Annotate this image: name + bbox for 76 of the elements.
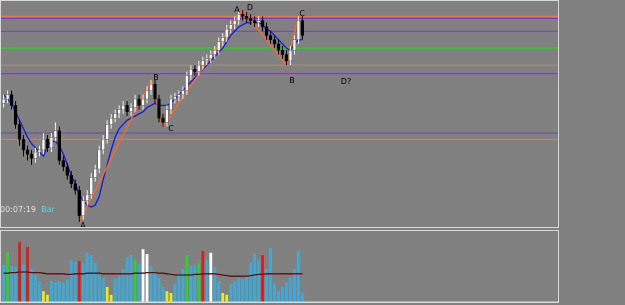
bar <box>261 255 264 302</box>
candlestick <box>118 104 121 119</box>
candlestick <box>217 37 220 56</box>
candlestick <box>6 90 10 104</box>
candlestick <box>133 94 137 112</box>
bar <box>50 281 53 302</box>
candlestick <box>126 100 129 116</box>
bar <box>18 242 21 302</box>
bar <box>185 255 188 302</box>
candlestick <box>229 20 232 34</box>
candlestick <box>237 12 240 26</box>
bar <box>150 266 152 302</box>
candlestick <box>2 94 6 108</box>
bar <box>269 248 272 302</box>
bar <box>14 267 17 302</box>
annotation: B <box>153 73 159 82</box>
bar <box>297 251 300 302</box>
bar <box>54 282 57 302</box>
bar <box>166 291 168 302</box>
candlestick <box>205 54 208 66</box>
annotation: C <box>299 9 306 18</box>
candlestick <box>145 86 149 104</box>
candlestick <box>253 16 256 28</box>
bar <box>2 264 5 302</box>
candlestick <box>209 50 212 64</box>
annotation: Bar <box>41 205 56 214</box>
bar <box>30 269 33 302</box>
candlestick <box>225 24 228 42</box>
annotation: A <box>234 5 240 14</box>
candlestick <box>284 50 288 66</box>
candlestick <box>268 30 272 44</box>
candlestick <box>122 100 125 114</box>
bar <box>134 258 136 302</box>
candlestick <box>46 134 50 153</box>
bar <box>130 255 132 302</box>
bar <box>253 254 256 302</box>
bar <box>6 252 9 302</box>
candlestick <box>264 22 268 40</box>
annotation: B <box>289 76 295 85</box>
candlestick <box>137 94 141 110</box>
candlestick <box>34 147 38 164</box>
candlestick <box>42 132 46 155</box>
candlestick <box>193 64 196 76</box>
bar <box>181 269 184 302</box>
candlestick <box>185 70 188 96</box>
candlestick <box>114 109 117 123</box>
candlestick <box>241 10 244 22</box>
bar <box>46 294 49 302</box>
text: D? <box>340 77 352 86</box>
candlestick <box>197 60 200 76</box>
bar <box>142 249 144 302</box>
annotation: 00:07:19 <box>0 205 36 214</box>
candlestick <box>245 12 248 24</box>
bar <box>10 266 13 302</box>
candlestick <box>177 90 180 102</box>
bar <box>126 257 128 302</box>
annotation: D <box>246 3 254 12</box>
annotation: C <box>168 124 174 133</box>
bar <box>42 291 45 302</box>
candlestick <box>272 34 276 49</box>
candlestick <box>30 149 34 166</box>
candlestick <box>300 16 304 40</box>
bar <box>22 264 25 302</box>
candlestick <box>280 46 284 60</box>
bar <box>170 293 172 302</box>
candlestick <box>50 132 53 153</box>
candlestick <box>276 39 280 56</box>
bar <box>26 246 29 302</box>
candlestick <box>249 14 252 26</box>
candlestick <box>256 16 260 28</box>
bar <box>138 263 140 302</box>
candlestick <box>149 79 153 96</box>
candlestick <box>233 16 236 30</box>
bar <box>281 287 284 302</box>
candlestick <box>82 196 85 220</box>
bar <box>58 281 61 302</box>
